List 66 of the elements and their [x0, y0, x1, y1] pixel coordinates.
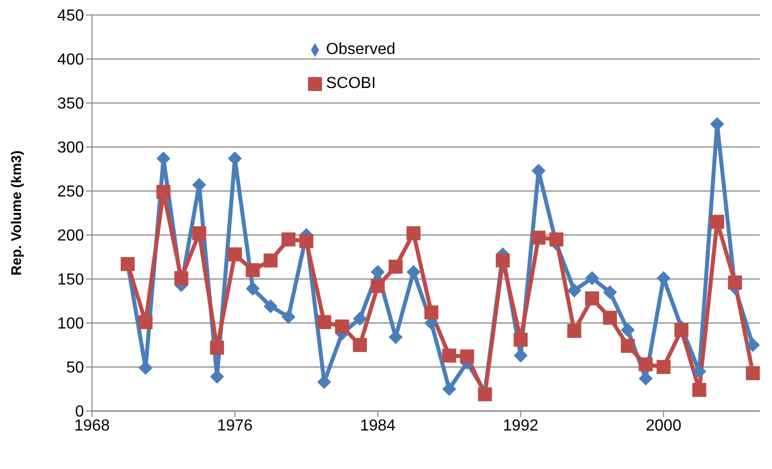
x-tick-label: 1984 [360, 417, 396, 434]
point [335, 320, 350, 334]
point [620, 323, 635, 338]
point [567, 283, 582, 298]
point [138, 315, 153, 330]
point [692, 382, 706, 397]
y-tick-label: 200 [57, 228, 84, 245]
point [156, 151, 170, 166]
y-tick-label: 150 [57, 272, 84, 289]
point [585, 271, 600, 286]
point [228, 247, 242, 262]
point [710, 214, 724, 229]
point [549, 232, 564, 246]
point [746, 366, 760, 380]
point [192, 226, 206, 240]
point [442, 382, 456, 396]
y-tick-label: 50 [66, 360, 84, 377]
point [210, 340, 224, 355]
point [620, 338, 635, 353]
point [370, 264, 385, 279]
y-tick-label: 250 [57, 184, 84, 201]
point [585, 291, 600, 306]
x-tick-label: 1992 [502, 417, 539, 434]
point [514, 332, 528, 347]
point [532, 230, 546, 245]
y-axis-title: Rep. Volume (km3) [8, 150, 24, 276]
point [156, 184, 170, 199]
point [514, 348, 528, 363]
point [281, 232, 296, 246]
point [352, 312, 367, 326]
point [352, 338, 367, 352]
y-tick-label: 450 [57, 8, 84, 25]
point [602, 310, 617, 325]
point [317, 315, 332, 330]
point [264, 299, 278, 314]
point [602, 285, 617, 300]
point [674, 323, 688, 338]
point [746, 338, 760, 352]
point [567, 324, 582, 338]
point [406, 226, 420, 240]
point [656, 360, 671, 374]
point [246, 263, 260, 278]
point [210, 370, 224, 384]
y-tick-label: 400 [57, 52, 84, 69]
y-tick-label: 300 [57, 140, 84, 157]
point [442, 348, 456, 363]
point [424, 305, 438, 320]
y-tick-label: 350 [57, 96, 84, 113]
point [496, 254, 510, 268]
point [638, 357, 653, 372]
x-tick-label: 1976 [217, 417, 253, 434]
point [299, 234, 314, 248]
point [370, 279, 385, 294]
y-tick-label: 100 [57, 316, 84, 333]
point [281, 310, 296, 324]
point [246, 282, 260, 296]
point [728, 276, 742, 290]
point [264, 254, 278, 268]
point [460, 349, 474, 364]
x-tick-label: 2000 [646, 417, 682, 434]
legend-label: Observed [326, 41, 396, 58]
point [692, 364, 706, 378]
point [174, 271, 188, 286]
point [388, 260, 403, 274]
legend-label: SCOBI [326, 75, 376, 92]
point [478, 387, 492, 402]
